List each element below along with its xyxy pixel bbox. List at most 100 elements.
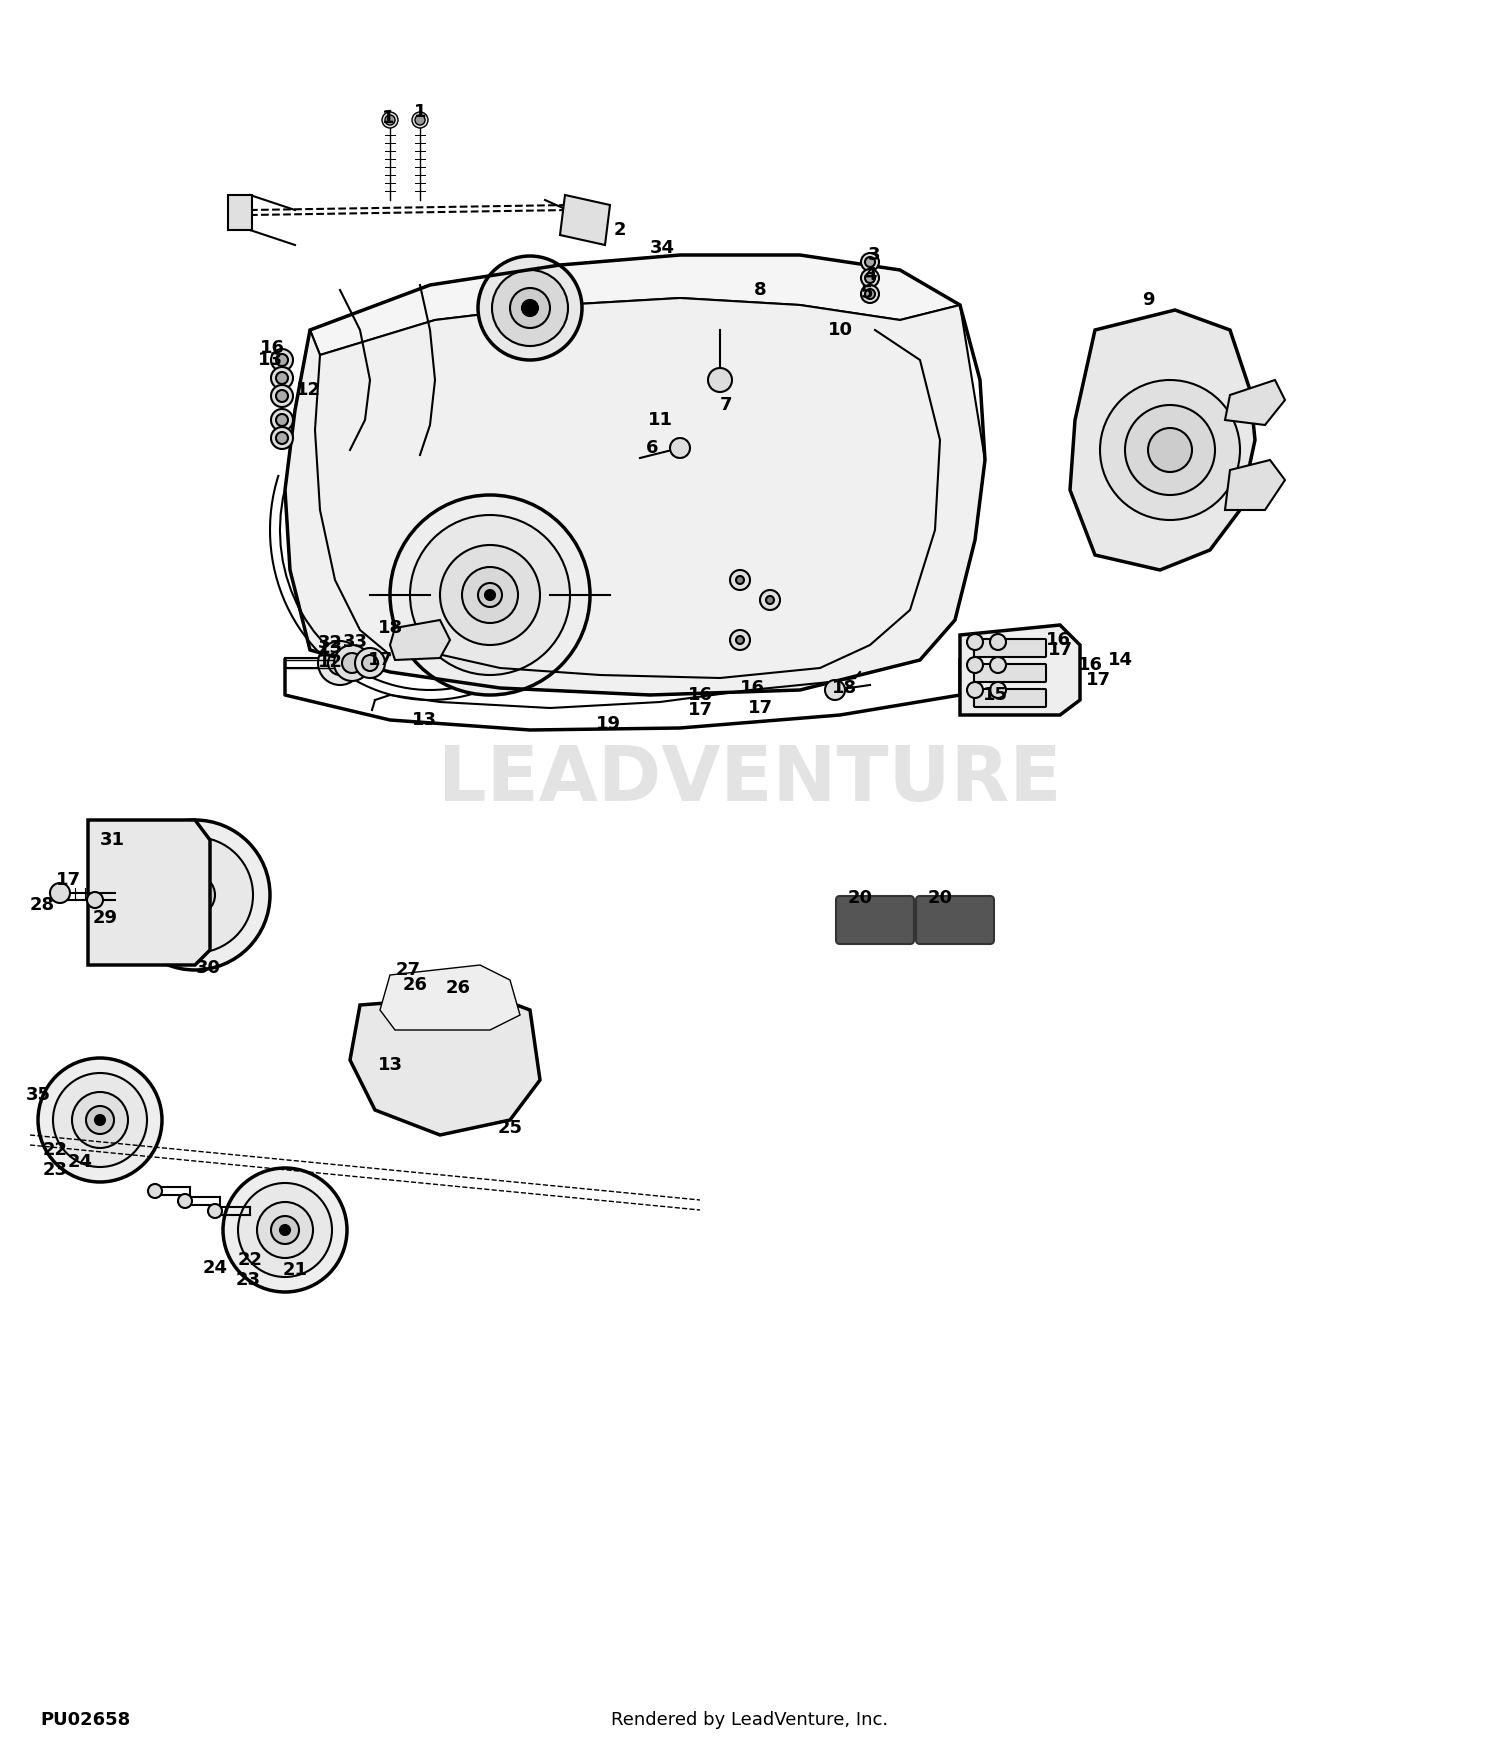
Circle shape [990,657,1006,672]
Circle shape [865,257,874,266]
Circle shape [1125,404,1215,496]
Circle shape [968,657,982,672]
Text: 17: 17 [687,700,712,720]
Circle shape [272,385,292,406]
Polygon shape [1070,310,1256,571]
Polygon shape [560,194,610,245]
Circle shape [825,679,844,700]
Circle shape [280,1226,290,1234]
Circle shape [416,116,424,124]
Circle shape [865,289,874,299]
Circle shape [276,432,288,445]
Circle shape [72,1093,128,1149]
Text: 1: 1 [414,103,426,121]
FancyBboxPatch shape [974,664,1046,681]
Circle shape [510,287,550,327]
Circle shape [188,888,202,904]
Text: 17: 17 [56,870,81,890]
Text: 13: 13 [411,711,436,728]
Text: 4: 4 [864,266,876,284]
Circle shape [276,413,288,425]
Polygon shape [88,819,210,965]
Circle shape [390,496,590,695]
Circle shape [440,545,540,644]
Text: 17: 17 [1047,641,1072,658]
Circle shape [148,1184,162,1198]
Text: 17: 17 [747,699,772,716]
Text: 16: 16 [740,679,765,697]
Circle shape [462,567,518,623]
Text: 25: 25 [498,1119,522,1136]
Text: 16: 16 [1077,657,1102,674]
Circle shape [334,644,370,681]
Text: 22: 22 [42,1142,68,1159]
Circle shape [86,1107,114,1135]
Polygon shape [390,620,450,660]
Circle shape [209,1205,222,1219]
Circle shape [522,299,538,315]
Text: 30: 30 [195,960,220,977]
Text: 6: 6 [645,440,658,457]
Circle shape [861,285,879,303]
Text: 12: 12 [318,653,342,671]
Text: 23: 23 [236,1271,261,1289]
Text: 1: 1 [381,109,394,128]
Text: 22: 22 [237,1250,262,1269]
Circle shape [736,636,744,644]
Circle shape [178,1194,192,1208]
Text: 27: 27 [396,961,420,979]
Circle shape [968,634,982,650]
Text: 13: 13 [378,1056,402,1073]
FancyBboxPatch shape [974,688,1046,707]
Circle shape [736,576,744,585]
FancyBboxPatch shape [836,897,914,944]
Circle shape [87,891,104,909]
Circle shape [413,112,428,128]
Text: 9: 9 [1142,291,1155,308]
Text: LEADVENTURE: LEADVENTURE [438,742,1062,818]
Circle shape [276,371,288,383]
Text: 26: 26 [446,979,471,996]
Circle shape [120,819,270,970]
Circle shape [256,1201,313,1257]
Text: 17: 17 [368,651,393,669]
Polygon shape [380,965,520,1030]
Circle shape [276,390,288,403]
Circle shape [968,681,982,699]
Circle shape [342,653,362,672]
Text: 18: 18 [833,679,858,697]
Text: 16: 16 [260,340,285,357]
Circle shape [238,1184,332,1276]
Text: 8: 8 [753,280,766,299]
Circle shape [272,1215,298,1243]
Circle shape [328,651,352,674]
Circle shape [1100,380,1240,520]
Text: 17: 17 [1086,671,1110,688]
Text: 32: 32 [318,634,342,651]
Text: 34: 34 [650,238,675,257]
Circle shape [136,837,254,953]
Circle shape [224,1168,346,1292]
Circle shape [334,657,346,669]
Text: 3: 3 [867,245,880,264]
Text: 28: 28 [30,897,54,914]
Circle shape [94,1115,105,1124]
Circle shape [861,270,879,287]
Text: 7: 7 [720,396,732,413]
Circle shape [272,410,292,431]
Polygon shape [1226,461,1286,510]
Circle shape [990,634,1006,650]
Circle shape [386,116,394,124]
Text: 19: 19 [596,714,621,734]
Circle shape [766,595,774,604]
Circle shape [356,648,386,678]
Text: 2: 2 [614,221,627,238]
Circle shape [176,876,214,916]
Circle shape [272,427,292,448]
Text: 13: 13 [318,639,342,657]
Circle shape [50,883,70,904]
Circle shape [318,641,362,685]
Text: 21: 21 [282,1261,308,1278]
Circle shape [478,256,582,361]
Circle shape [861,252,879,271]
